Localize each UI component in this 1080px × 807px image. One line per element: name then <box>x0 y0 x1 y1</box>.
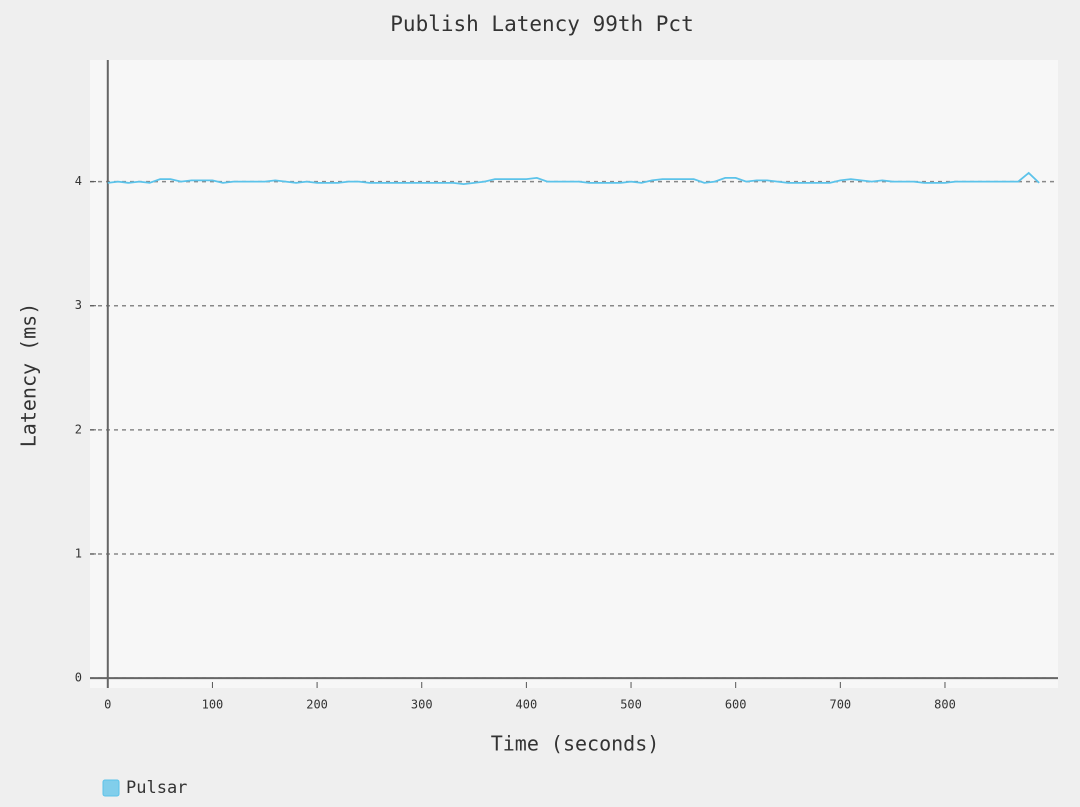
plot-area <box>90 60 1058 688</box>
x-tick-label: 0 <box>104 698 111 712</box>
x-tick-label: 200 <box>306 698 328 712</box>
y-tick-label: 4 <box>75 174 82 188</box>
chart-title: Publish Latency 99th Pct <box>390 12 693 36</box>
y-tick-label: 3 <box>75 298 82 312</box>
x-tick-label: 800 <box>934 698 956 712</box>
x-tick-label: 600 <box>725 698 747 712</box>
legend-swatch <box>102 779 120 797</box>
x-tick-label: 300 <box>411 698 433 712</box>
x-tick-label: 400 <box>516 698 538 712</box>
y-tick-label: 1 <box>75 546 82 560</box>
x-tick-label: 500 <box>620 698 642 712</box>
legend-label: Pulsar <box>126 778 187 798</box>
y-tick-label: 2 <box>75 422 82 436</box>
line-series <box>107 171 1040 186</box>
y-tick-label: 0 <box>75 671 82 685</box>
x-tick-label: 100 <box>202 698 224 712</box>
y-axis-label: Latency (ms) <box>17 303 41 448</box>
x-tick-label: 700 <box>829 698 851 712</box>
x-axis-label: Time (seconds) <box>491 732 660 756</box>
